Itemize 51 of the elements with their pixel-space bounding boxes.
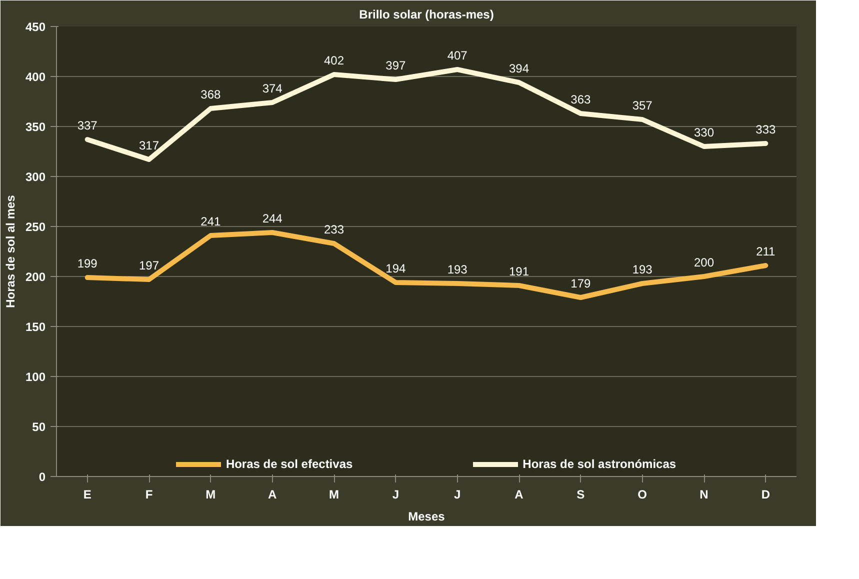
x-tick-label: A xyxy=(268,488,277,502)
data-label: 397 xyxy=(386,58,406,72)
y-tick-label: 350 xyxy=(25,120,46,134)
y-axis-title: Horas de sol al mes xyxy=(3,194,18,308)
data-label: 241 xyxy=(200,214,222,228)
x-tick-label: O xyxy=(638,488,648,502)
data-label: 374 xyxy=(262,82,283,96)
x-tick-label: D xyxy=(761,488,770,502)
y-tick-label: 0 xyxy=(38,470,46,484)
x-tick-label: M xyxy=(206,488,216,502)
x-axis-title: Meses xyxy=(408,510,446,524)
x-tick-label: M xyxy=(329,488,339,502)
data-label: 394 xyxy=(508,62,530,76)
data-label: 333 xyxy=(756,122,776,136)
data-label: 191 xyxy=(508,264,530,278)
data-label: 211 xyxy=(756,244,776,258)
y-tick-label: 50 xyxy=(32,420,46,434)
x-tick-label: N xyxy=(700,488,708,502)
y-tick-label: 150 xyxy=(25,320,46,334)
data-label: 330 xyxy=(694,126,714,140)
data-label: 368 xyxy=(200,88,222,102)
y-tick-label: 200 xyxy=(25,270,46,284)
data-label: 363 xyxy=(570,92,592,106)
legend-label: Horas de sol astronómicas xyxy=(522,457,676,471)
y-tick-label: 100 xyxy=(25,370,46,384)
data-label: 197 xyxy=(138,258,160,272)
legend-label: Horas de sol efectivas xyxy=(226,457,353,471)
data-label: 194 xyxy=(386,262,406,276)
x-tick-label: S xyxy=(576,488,585,502)
x-tick-label: J xyxy=(392,488,400,502)
data-label: 402 xyxy=(324,54,344,68)
y-tick-label: 250 xyxy=(25,220,46,234)
data-label: 179 xyxy=(570,276,592,290)
data-label: 233 xyxy=(324,222,344,236)
x-tick-label: F xyxy=(145,488,153,502)
y-tick-label: 450 xyxy=(25,20,46,34)
x-tick-label: E xyxy=(83,488,92,502)
data-label: 357 xyxy=(632,98,653,112)
data-label: 199 xyxy=(77,256,98,270)
x-tick-label: J xyxy=(454,488,461,502)
data-label: 193 xyxy=(447,262,468,276)
data-label: 407 xyxy=(447,48,468,62)
data-label: 337 xyxy=(77,118,98,132)
chart-title: Brillo solar (horas-mes) xyxy=(359,8,494,22)
data-label: 200 xyxy=(694,256,714,270)
x-tick-label: A xyxy=(514,488,524,502)
data-label: 317 xyxy=(138,138,160,152)
y-tick-label: 400 xyxy=(25,70,46,84)
data-label: 244 xyxy=(262,212,283,226)
data-label: 193 xyxy=(632,262,653,276)
y-tick-label: 300 xyxy=(25,170,46,184)
